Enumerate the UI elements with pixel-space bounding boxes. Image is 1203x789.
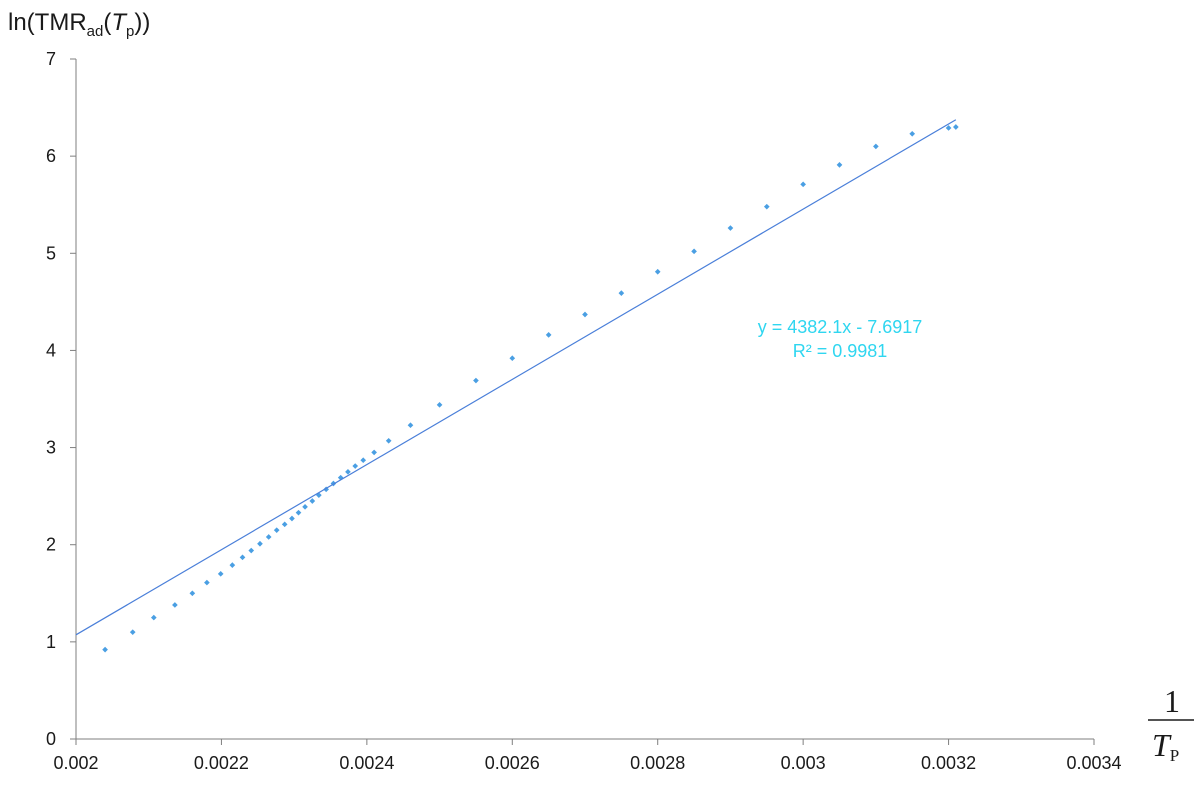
data-point [239, 554, 246, 561]
x-tick-label: 0.003 [781, 753, 826, 773]
trendline-r-squared: R² = 0.9981 [793, 341, 888, 361]
data-point [763, 203, 770, 210]
data-point [800, 181, 806, 188]
data-point [360, 457, 367, 464]
y-axis-label-var-subscript: p [126, 23, 134, 40]
y-axis-label-var: T [111, 9, 128, 36]
data-point [273, 527, 280, 533]
data-point [407, 422, 414, 429]
data-point [309, 498, 316, 504]
trendline [75, 119, 957, 636]
y-axis-label-subscript: ad [87, 23, 104, 40]
data-point [248, 547, 255, 554]
data-point [545, 332, 552, 338]
data-point [229, 562, 236, 568]
y-tick-label: 3 [46, 438, 56, 458]
data-point [385, 437, 392, 444]
x-tick-label: 0.002 [53, 753, 98, 773]
x-tick-label: 0.0034 [1066, 753, 1121, 773]
data-point [150, 614, 157, 621]
y-tick-label: 1 [46, 632, 56, 652]
x-tick-label: 0.0022 [194, 753, 249, 773]
data-point [618, 290, 625, 296]
y-axis-label-suffix: )) [134, 9, 150, 36]
data-points [102, 124, 959, 653]
data-point [582, 311, 588, 318]
x-tick-label: 0.0024 [339, 753, 394, 773]
data-point [473, 377, 479, 384]
y-tick-label: 7 [46, 49, 56, 69]
data-point [509, 355, 516, 362]
data-point [352, 463, 359, 469]
y-axis-ticks: 0 1 2 3 4 5 6 7 [46, 49, 76, 749]
x-tick-label: 0.0026 [485, 753, 540, 773]
data-point [345, 469, 351, 475]
data-point [217, 571, 224, 577]
data-point [953, 124, 959, 130]
data-point [204, 579, 210, 586]
data-point [371, 449, 377, 456]
data-point [189, 590, 196, 597]
y-axis-label-paren: ( [103, 9, 111, 36]
data-point [302, 504, 308, 510]
y-axis-label: ln(TMRad(Tp)) [8, 9, 150, 40]
data-point [281, 521, 288, 528]
x-axis-label-denominator: TP [1152, 727, 1179, 765]
x-axis-label-var-subscript: P [1170, 746, 1179, 765]
data-point [289, 515, 295, 522]
data-point [836, 162, 843, 168]
y-tick-label: 4 [46, 340, 56, 360]
x-axis-ticks: 0.002 0.0022 0.0024 0.0026 0.0028 0.003 0.0032… [53, 739, 1122, 773]
data-point [129, 629, 136, 635]
x-axis-label-numerator: 1 [1164, 683, 1180, 719]
data-point [691, 248, 697, 255]
x-axis-label-var: T [1152, 727, 1172, 763]
data-point [909, 130, 916, 137]
data-point [436, 402, 443, 408]
y-tick-label: 5 [46, 243, 56, 263]
x-tick-label: 0.0032 [921, 753, 976, 773]
data-point [172, 602, 178, 608]
data-point [102, 646, 108, 653]
data-point [945, 125, 952, 131]
data-point [257, 540, 263, 547]
data-point [654, 268, 661, 275]
data-point [873, 143, 879, 150]
data-point [265, 534, 272, 540]
y-axis-label-prefix: ln(TMR [8, 9, 87, 36]
trendline-equation: y = 4382.1x - 7.6917 [758, 317, 923, 337]
y-tick-label: 0 [46, 729, 56, 749]
data-point [295, 509, 302, 516]
y-tick-label: 6 [46, 146, 56, 166]
y-tick-label: 2 [46, 535, 56, 555]
x-tick-label: 0.0028 [630, 753, 685, 773]
data-point [727, 225, 734, 231]
